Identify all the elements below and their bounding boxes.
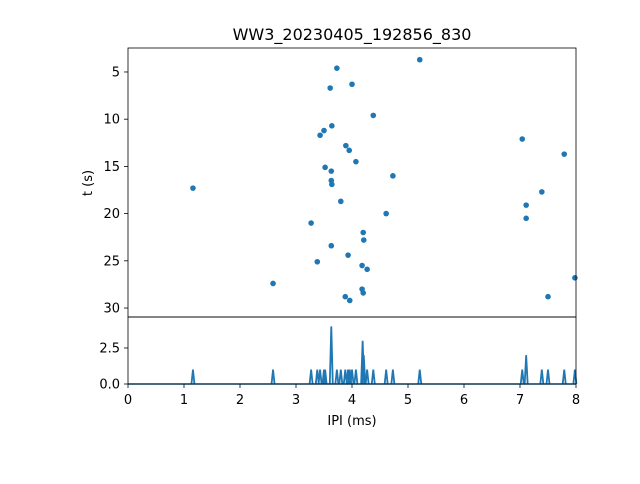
y-tick-label: 0.0 — [99, 378, 120, 393]
spike — [328, 326, 334, 385]
spike — [523, 355, 529, 385]
spike — [349, 369, 355, 385]
spike — [383, 369, 389, 385]
histogram-axes: 0.0 2.5 0 1 2 3 4 5 6 7 8 — [99, 316, 580, 408]
spike — [519, 369, 525, 385]
y-tick-label: 20 — [103, 207, 120, 222]
data-point — [390, 173, 396, 179]
y-tick-label: 15 — [103, 160, 120, 175]
spike — [361, 355, 367, 385]
data-point — [343, 142, 349, 149]
x-tick-label: 3 — [292, 393, 300, 408]
x-tick-label: 8 — [572, 393, 580, 408]
spike — [270, 369, 276, 385]
data-point — [346, 147, 353, 154]
data-point — [545, 293, 551, 300]
x-tick-label: 7 — [516, 393, 524, 408]
data-point — [308, 220, 314, 226]
data-point — [523, 202, 529, 208]
y-tick-label: 10 — [103, 113, 120, 128]
data-point — [349, 81, 355, 88]
spike — [561, 369, 567, 385]
spike — [353, 369, 359, 385]
data-point — [327, 85, 333, 91]
scatter-frame — [127, 47, 577, 318]
data-point — [383, 210, 389, 217]
spike — [338, 369, 344, 385]
spike — [317, 369, 323, 385]
spike — [334, 369, 340, 385]
spike — [390, 369, 396, 385]
y-axis-label: t (s) — [81, 170, 96, 196]
data-point — [561, 151, 568, 157]
y-tick-label: 5 — [112, 65, 120, 80]
y-tick-label: 30 — [103, 302, 120, 317]
x-tick-label: 2 — [236, 393, 244, 408]
x-tick-label: 1 — [180, 393, 188, 408]
data-point — [370, 112, 377, 119]
data-point — [416, 56, 423, 63]
data-point — [360, 237, 367, 243]
spike — [322, 369, 328, 385]
spike — [364, 369, 370, 385]
x-tick-label: 6 — [460, 393, 468, 408]
data-point — [519, 136, 526, 142]
spike — [190, 369, 196, 385]
data-point — [353, 158, 359, 165]
data-point — [328, 168, 335, 174]
y-tick-label: 2.5 — [99, 341, 120, 356]
spike — [545, 369, 551, 385]
data-point — [342, 293, 349, 300]
x-axis-label: IPI (ms) — [327, 414, 376, 429]
data-point — [539, 189, 545, 195]
chart-title: WW3_20230405_192856_830 — [233, 25, 472, 45]
spike — [308, 369, 314, 385]
x-tick-label: 0 — [124, 393, 132, 408]
data-point — [523, 215, 529, 222]
data-point — [572, 275, 578, 281]
data-point — [314, 258, 321, 265]
data-point — [321, 127, 327, 134]
data-point — [329, 181, 335, 188]
data-point — [317, 132, 323, 139]
data-point — [359, 262, 365, 269]
data-point — [338, 198, 344, 205]
spike — [417, 369, 423, 385]
x-tick-label: 5 — [404, 393, 412, 408]
data-point — [334, 65, 340, 72]
spike — [539, 369, 545, 385]
scatter-axes: 5 10 15 20 25 30 — [103, 47, 578, 318]
spike — [370, 369, 376, 385]
data-point — [360, 229, 367, 236]
y-tick-label: 25 — [103, 254, 120, 269]
data-point — [270, 280, 276, 287]
data-point — [329, 123, 335, 129]
data-point — [345, 252, 351, 258]
data-point — [190, 185, 196, 191]
data-point — [346, 297, 353, 304]
histogram-frame — [127, 316, 577, 385]
data-point — [328, 242, 335, 249]
data-point — [360, 290, 367, 296]
data-point — [322, 164, 328, 171]
x-tick-label: 4 — [348, 393, 356, 408]
data-point — [364, 266, 370, 273]
